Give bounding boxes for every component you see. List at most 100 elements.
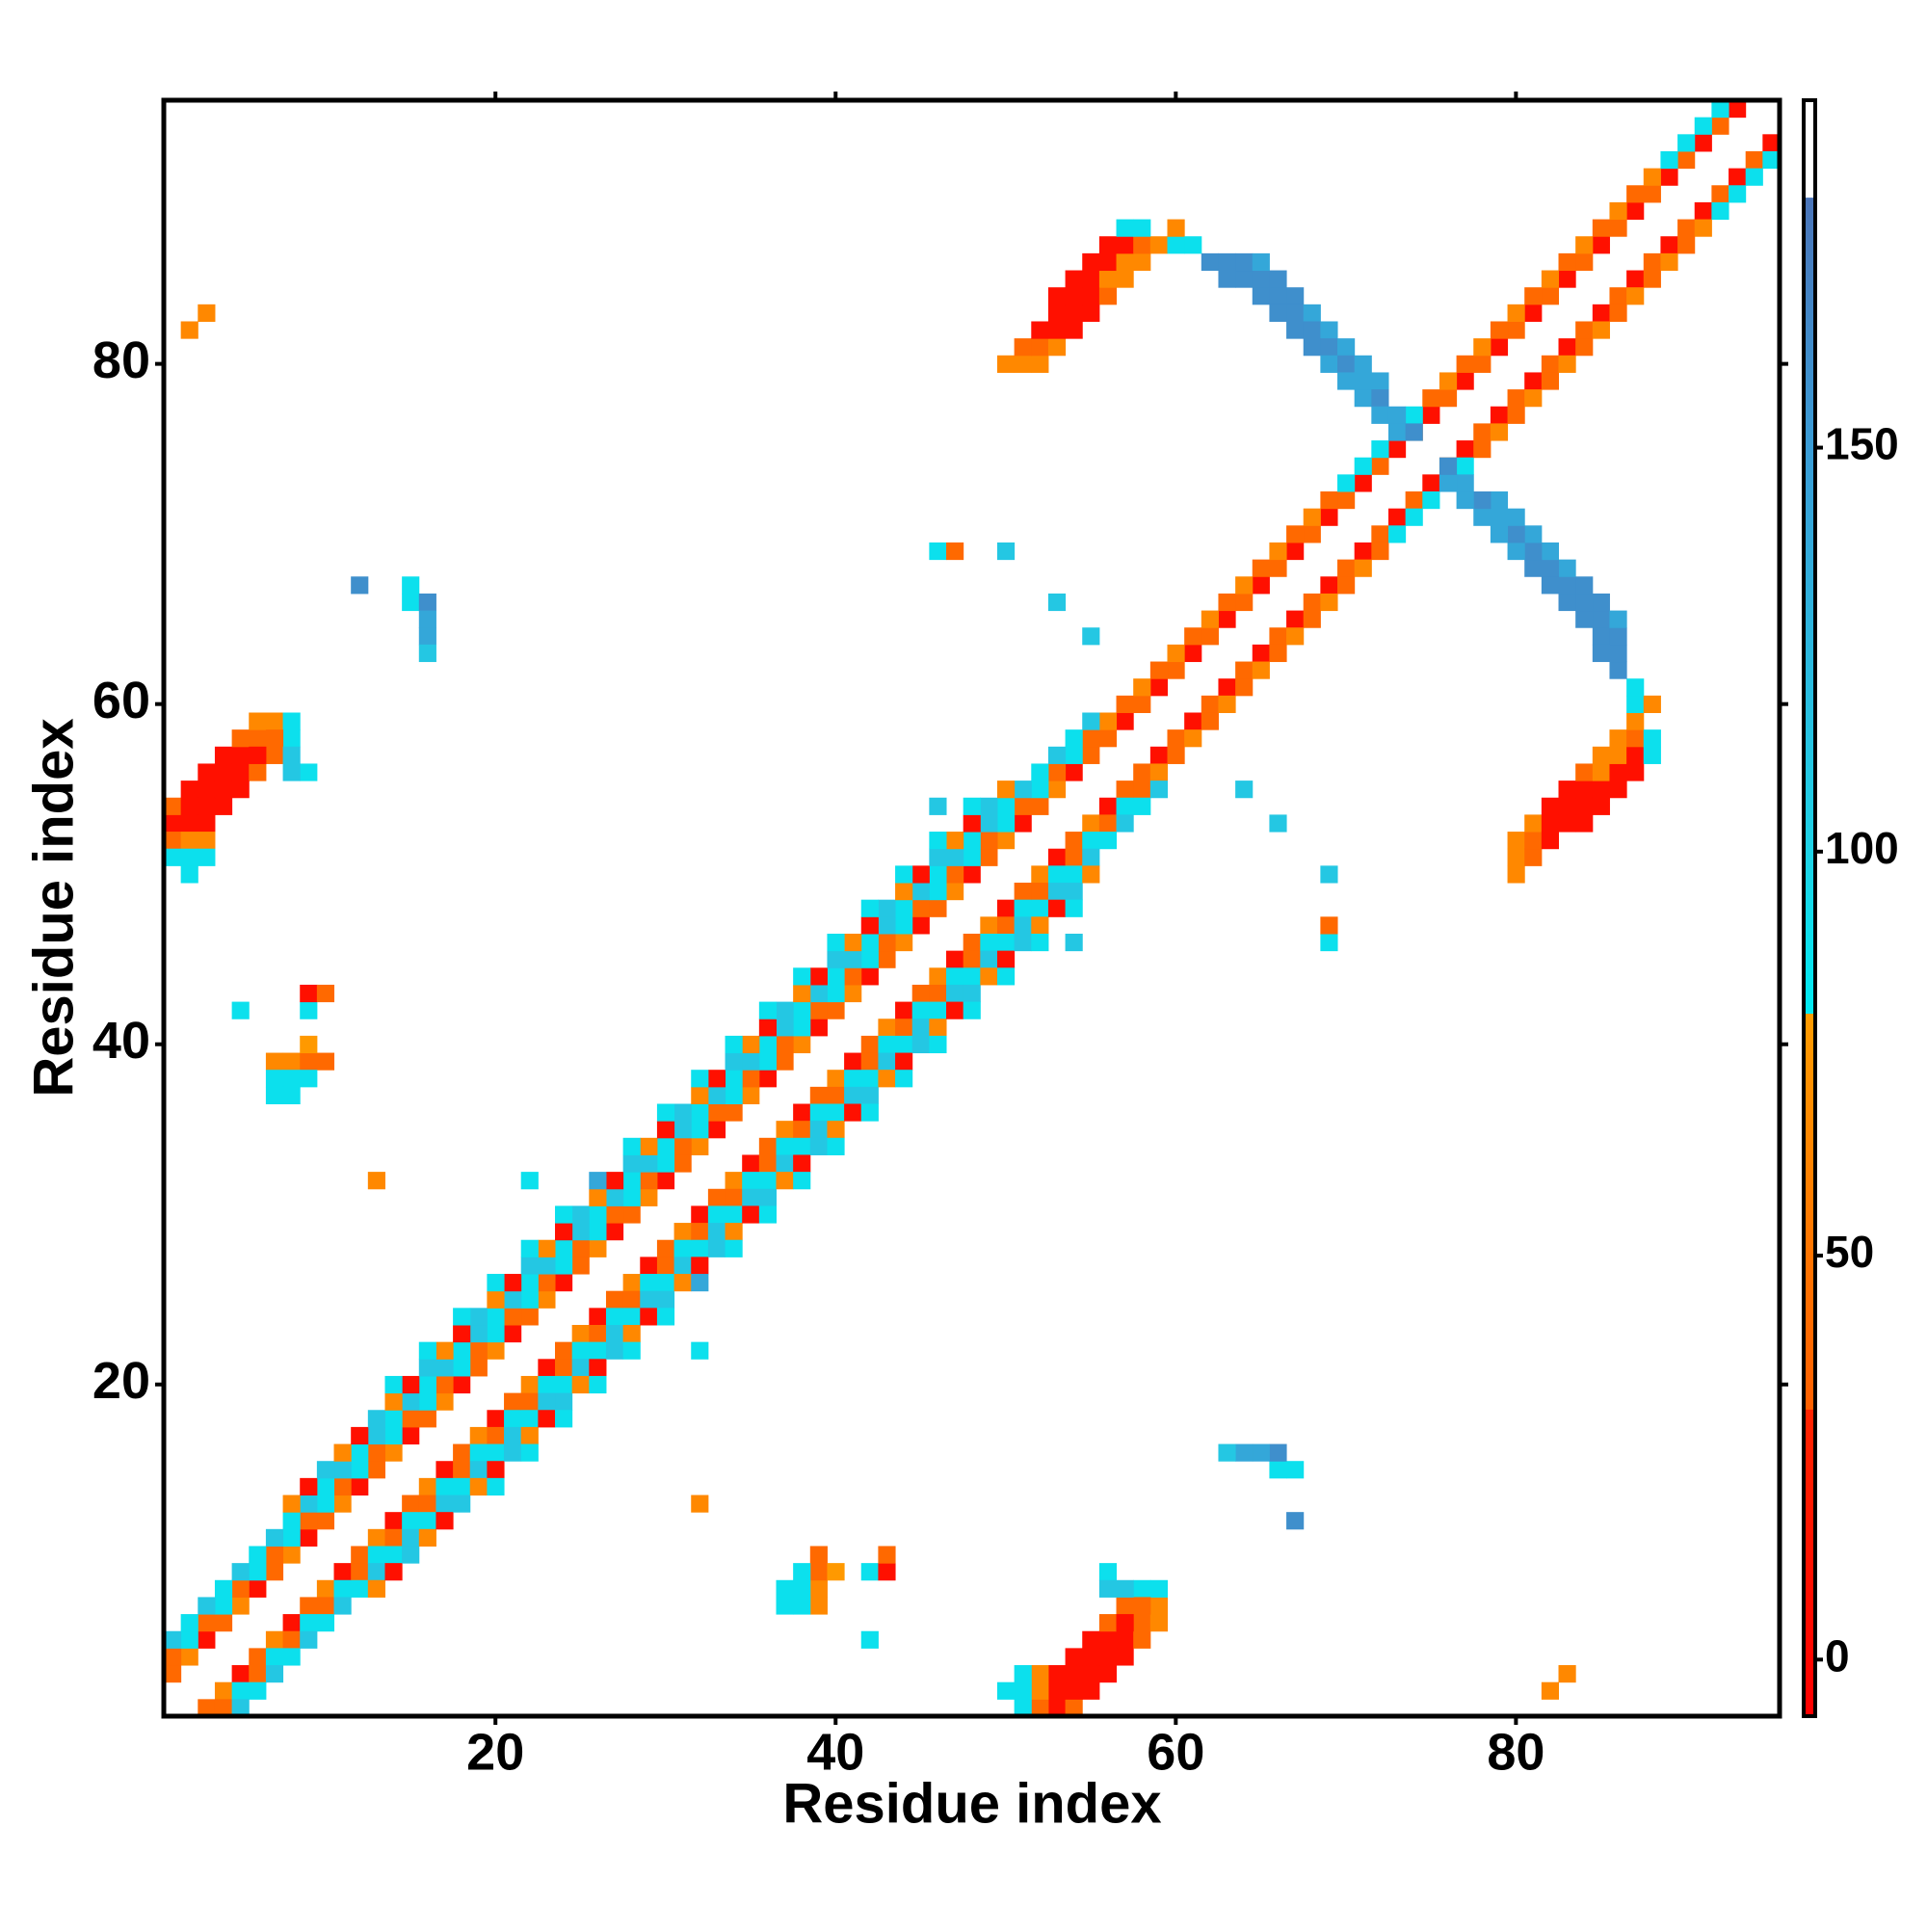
heatmap-cell	[1626, 678, 1645, 697]
heatmap-cell	[571, 1324, 590, 1343]
heatmap-cell	[520, 1308, 539, 1326]
heatmap-cell	[707, 1223, 726, 1241]
heatmap-cell	[1047, 304, 1067, 322]
heatmap-cell	[827, 967, 845, 986]
heatmap-cell	[571, 1239, 590, 1257]
heatmap-cell	[1541, 576, 1560, 595]
heatmap-cell	[198, 1630, 216, 1649]
heatmap-cell	[1149, 763, 1169, 781]
heatmap-cell	[571, 1375, 590, 1394]
heatmap-cell	[1558, 1665, 1576, 1683]
heatmap-cell	[316, 1477, 335, 1496]
heatmap-cell	[980, 967, 998, 986]
heatmap-cell	[214, 1614, 233, 1632]
heatmap-cell	[1320, 508, 1338, 526]
heatmap-cell	[487, 1308, 505, 1326]
heatmap-cell	[1235, 593, 1254, 612]
heatmap-cell	[1337, 474, 1356, 492]
heatmap-cell	[351, 1546, 369, 1564]
heatmap-cell	[1507, 389, 1525, 408]
colorbar-tick-label: 50	[1825, 1227, 1874, 1277]
heatmap-cell	[1149, 236, 1169, 254]
heatmap-cell	[1694, 219, 1712, 237]
heatmap-cell	[538, 1257, 556, 1275]
heatmap-cell	[996, 832, 1016, 850]
heatmap-cell	[1047, 338, 1067, 357]
heatmap-cell	[367, 1546, 385, 1564]
heatmap-cell	[1592, 781, 1610, 799]
heatmap-cell	[1762, 134, 1781, 152]
heatmap-cell	[1133, 695, 1151, 713]
heatmap-cell	[963, 1001, 981, 1019]
heatmap-cell	[691, 1239, 709, 1257]
heatmap-cell	[300, 1070, 318, 1088]
heatmap-cell	[809, 1103, 828, 1122]
x-tick-label: 20	[466, 1723, 524, 1781]
heatmap-cell	[469, 1443, 488, 1462]
heatmap-cell	[656, 1290, 675, 1309]
heatmap-cell	[1729, 100, 1747, 119]
heatmap-cell	[1609, 627, 1627, 646]
heatmap-cell	[1592, 627, 1610, 646]
heatmap-cell	[691, 1274, 709, 1292]
heatmap-cell	[265, 1070, 284, 1088]
heatmap-cell	[1116, 1648, 1134, 1666]
heatmap-cell	[673, 1239, 692, 1257]
heatmap-cell	[1047, 1665, 1067, 1683]
heatmap-cell	[1167, 729, 1185, 748]
heatmap-cell	[520, 1172, 539, 1190]
heatmap-cell	[860, 1035, 879, 1054]
heatmap-cell	[1524, 525, 1543, 543]
heatmap-cell	[1269, 1443, 1287, 1462]
heatmap-cell	[1218, 695, 1236, 713]
heatmap-cell	[929, 1019, 947, 1037]
colorbar-tick-label: 0	[1825, 1630, 1850, 1681]
heatmap-cell	[673, 1154, 692, 1173]
heatmap-cell	[198, 814, 216, 833]
heatmap-cell	[1609, 746, 1627, 764]
heatmap-cell	[946, 950, 964, 968]
heatmap-cell	[996, 916, 1016, 935]
heatmap-cell	[1541, 797, 1560, 815]
heatmap-cell	[1252, 270, 1270, 288]
colorbar-segment	[1804, 1256, 1815, 1410]
heatmap-cell	[911, 865, 930, 884]
heatmap-cell	[1541, 542, 1560, 561]
heatmap-cell	[1269, 1461, 1287, 1479]
heatmap-cell	[1252, 1443, 1270, 1462]
heatmap-cell	[1082, 832, 1100, 850]
heatmap-cell	[1694, 134, 1712, 152]
heatmap-cell	[1592, 763, 1610, 781]
heatmap-cell	[1082, 287, 1100, 305]
heatmap-cell	[265, 729, 284, 748]
heatmap-cell	[776, 1172, 794, 1190]
heatmap-cell	[1422, 406, 1440, 424]
heatmap-cell	[316, 1052, 335, 1071]
x-tick-label: 60	[1147, 1723, 1204, 1781]
heatmap-cell	[827, 1070, 845, 1088]
heatmap-cell	[487, 1290, 505, 1309]
heatmap-cell	[1371, 440, 1389, 459]
heatmap-cell	[1711, 117, 1729, 135]
heatmap-cell	[1558, 781, 1576, 799]
heatmap-cell	[1387, 423, 1407, 441]
heatmap-cell	[351, 1477, 369, 1496]
heatmap-cell	[198, 1699, 216, 1717]
heatmap-cell	[418, 1528, 436, 1547]
heatmap-cell	[300, 1052, 318, 1071]
heatmap-cell	[1320, 576, 1338, 595]
heatmap-cell	[1252, 644, 1270, 663]
heatmap-cell	[895, 899, 913, 917]
heatmap-cell	[1218, 678, 1236, 697]
heatmap-cell	[929, 1035, 947, 1054]
heatmap-cell	[1745, 150, 1763, 170]
heatmap-cell	[1507, 508, 1525, 526]
heatmap-cell	[1592, 304, 1610, 322]
heatmap-cell	[809, 1019, 828, 1037]
heatmap-cell	[1201, 610, 1219, 628]
heatmap-cell	[1047, 1681, 1067, 1700]
heatmap-cell	[1592, 236, 1610, 254]
heatmap-cell	[673, 1223, 692, 1241]
heatmap-cell	[1575, 593, 1594, 612]
heatmap-cell	[911, 883, 930, 901]
